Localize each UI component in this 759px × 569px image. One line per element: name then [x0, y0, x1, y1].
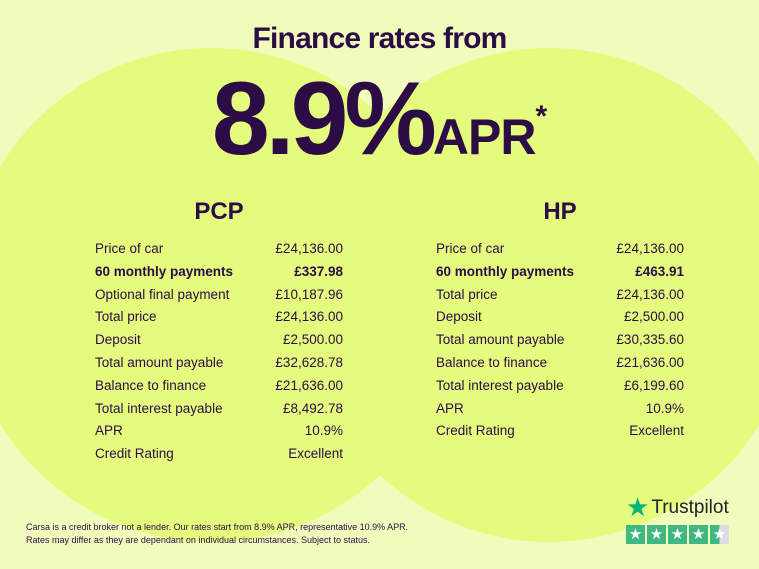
row-label: 60 monthly payments [436, 263, 575, 279]
trustpilot-star-icon: ★ [626, 492, 650, 522]
hp-title: HP [543, 198, 577, 225]
table-row: Total price £24,136.00 [95, 306, 343, 329]
trustpilot-name: Trustpilot [651, 496, 729, 518]
row-value: £463.91 [635, 263, 684, 279]
table-row: APR 10.9% [95, 420, 343, 443]
table-row: 60 monthly payments £463.91 [436, 261, 684, 284]
row-label: APR [95, 423, 123, 439]
table-row: Price of car £24,136.00 [95, 238, 343, 261]
row-label: Total interest payable [95, 400, 223, 416]
table-row: APR 10.9% [436, 398, 684, 421]
row-label: APR [436, 400, 464, 416]
row-value: 10.9% [645, 400, 684, 416]
asterisk: * [535, 100, 548, 133]
row-label: Total price [436, 286, 498, 302]
trustpilot-badge[interactable]: ★ Trustpilot ★ ★ ★ ★ ★ [626, 492, 729, 544]
table-row: Deposit £2,500.00 [95, 329, 343, 352]
row-label: Total amount payable [95, 354, 224, 370]
table-row: Total interest payable £8,492.78 [95, 398, 343, 421]
row-value: £10,187.96 [275, 286, 343, 302]
hp-table: HP Price of car £24,136.00 60 monthly paym… [436, 198, 684, 443]
row-value: £21,636.00 [616, 354, 684, 370]
row-value: £2,500.00 [282, 332, 343, 348]
table-row: 60 monthly payments £337.98 [95, 261, 343, 284]
row-value: Excellent [629, 423, 684, 439]
pcp-table: PCP Price of car £24,136.00 60 monthly pay… [95, 198, 343, 466]
row-value: £30,335.60 [616, 332, 684, 348]
row-value: £32,628.78 [275, 354, 343, 370]
row-label: Total amount payable [436, 332, 565, 348]
table-row: Total price £24,136.00 [436, 284, 684, 307]
table-row: Optional final payment £10,187.96 [95, 284, 343, 307]
star-icon: ★ [689, 525, 708, 544]
row-value: Excellent [288, 446, 343, 462]
row-label: Balance to finance [95, 377, 207, 393]
row-label: 60 monthly payments [95, 263, 234, 279]
row-value: 10.9% [304, 423, 343, 439]
pcp-title: PCP [194, 198, 244, 225]
row-label: Credit Rating [95, 446, 174, 462]
row-value: £337.98 [294, 263, 343, 279]
row-value: £24,136.00 [616, 241, 684, 256]
table-row: Price of car £24,136.00 [436, 238, 684, 261]
table-row: Total amount payable £32,628.78 [95, 352, 343, 375]
row-label: Total interest payable [436, 377, 564, 393]
table-row: Credit Rating Excellent [95, 443, 343, 466]
rate-display: 8.9%APR* [0, 64, 759, 174]
table-row: Total interest payable £6,199.60 [436, 375, 684, 398]
table-row: Credit Rating Excellent [436, 420, 684, 443]
table-row: Total amount payable £30,335.60 [436, 329, 684, 352]
table-row: Balance to finance £21,636.00 [95, 375, 343, 398]
headline: Finance rates from [252, 22, 507, 55]
star-icon: ★ [710, 525, 729, 544]
row-label: Optional final payment [95, 286, 230, 302]
disclaimer-line-1: Carsa is a credit broker not a lender. O… [26, 522, 409, 532]
star-icon: ★ [668, 525, 687, 544]
row-value: £24,136.00 [616, 286, 684, 302]
row-label: Price of car [436, 241, 505, 256]
row-label: Price of car [95, 241, 164, 256]
table-row: Balance to finance £21,636.00 [436, 352, 684, 375]
apr-label: APR [432, 109, 537, 165]
row-label: Deposit [436, 309, 482, 325]
row-value: £24,136.00 [275, 241, 343, 256]
row-label: Total price [95, 309, 157, 325]
row-value: £2,500.00 [623, 309, 684, 325]
row-value: £24,136.00 [275, 309, 343, 325]
disclaimer-line-2: Rates may differ as they are dependant o… [26, 535, 371, 545]
row-value: £6,199.60 [623, 377, 684, 393]
table-row: Deposit £2,500.00 [436, 306, 684, 329]
star-icon: ★ [647, 525, 666, 544]
row-label: Deposit [95, 332, 141, 348]
row-value: £8,492.78 [282, 400, 343, 416]
right-circle [302, 48, 759, 542]
trustpilot-rating: ★ ★ ★ ★ ★ [626, 525, 729, 544]
rate-value: 8.9% [211, 61, 437, 177]
row-label: Credit Rating [436, 423, 515, 439]
row-value: £21,636.00 [275, 377, 343, 393]
disclaimer: Carsa is a credit broker not a lender. O… [26, 521, 408, 547]
star-icon: ★ [626, 525, 645, 544]
row-label: Balance to finance [436, 354, 548, 370]
